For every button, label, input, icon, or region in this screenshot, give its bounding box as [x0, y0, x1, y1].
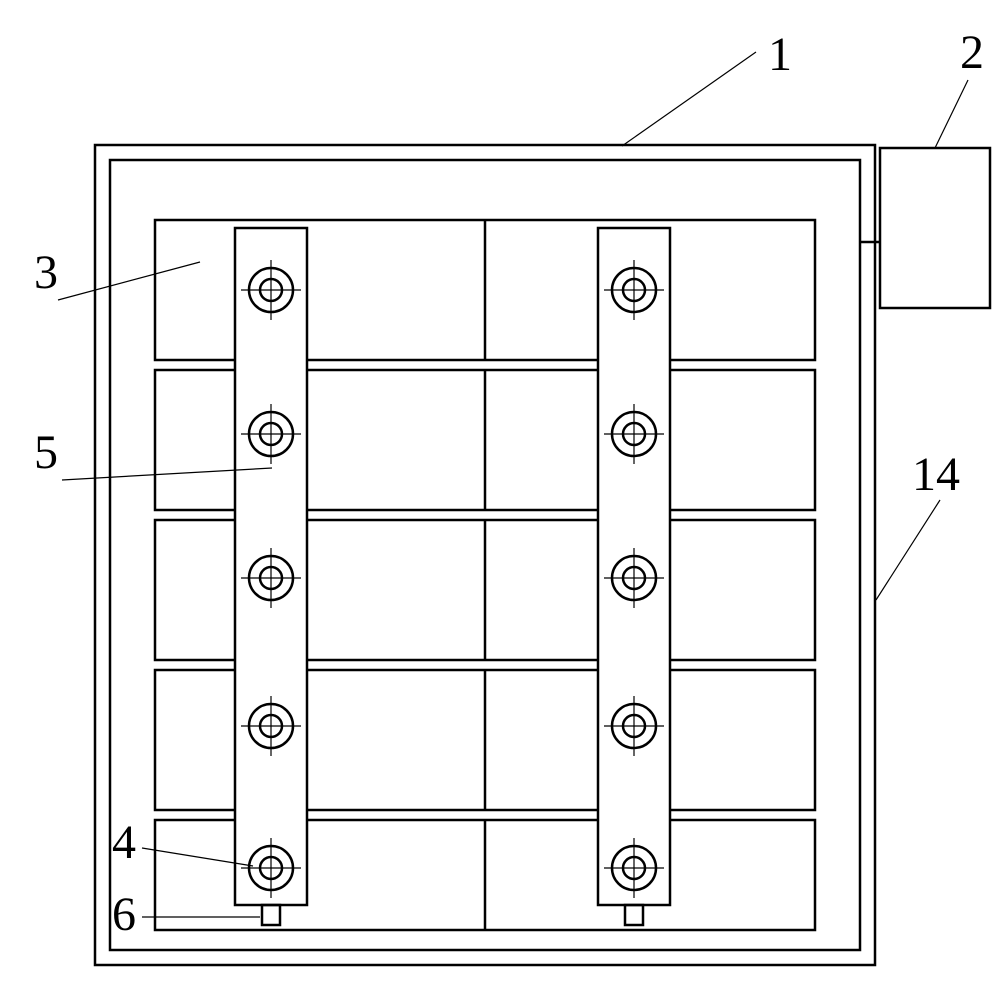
callout-line-1 [622, 52, 756, 146]
callout-label-14: 14 [912, 448, 960, 501]
callout-line-3 [58, 262, 200, 300]
callout-label-6: 6 [112, 888, 136, 941]
strip-tab-left [262, 905, 280, 925]
callout-label-2: 2 [960, 26, 984, 79]
strip-tab-right [625, 905, 643, 925]
side-box [880, 148, 990, 308]
callout-line-2 [935, 80, 968, 148]
engineering-diagram: 1 2 3 4 5 6 14 [0, 0, 1000, 988]
callout-label-5: 5 [34, 426, 58, 479]
callout-label-3: 3 [34, 246, 58, 299]
callout-label-4: 4 [112, 816, 136, 869]
callout-line-14 [876, 500, 940, 600]
callout-label-1: 1 [768, 28, 792, 81]
